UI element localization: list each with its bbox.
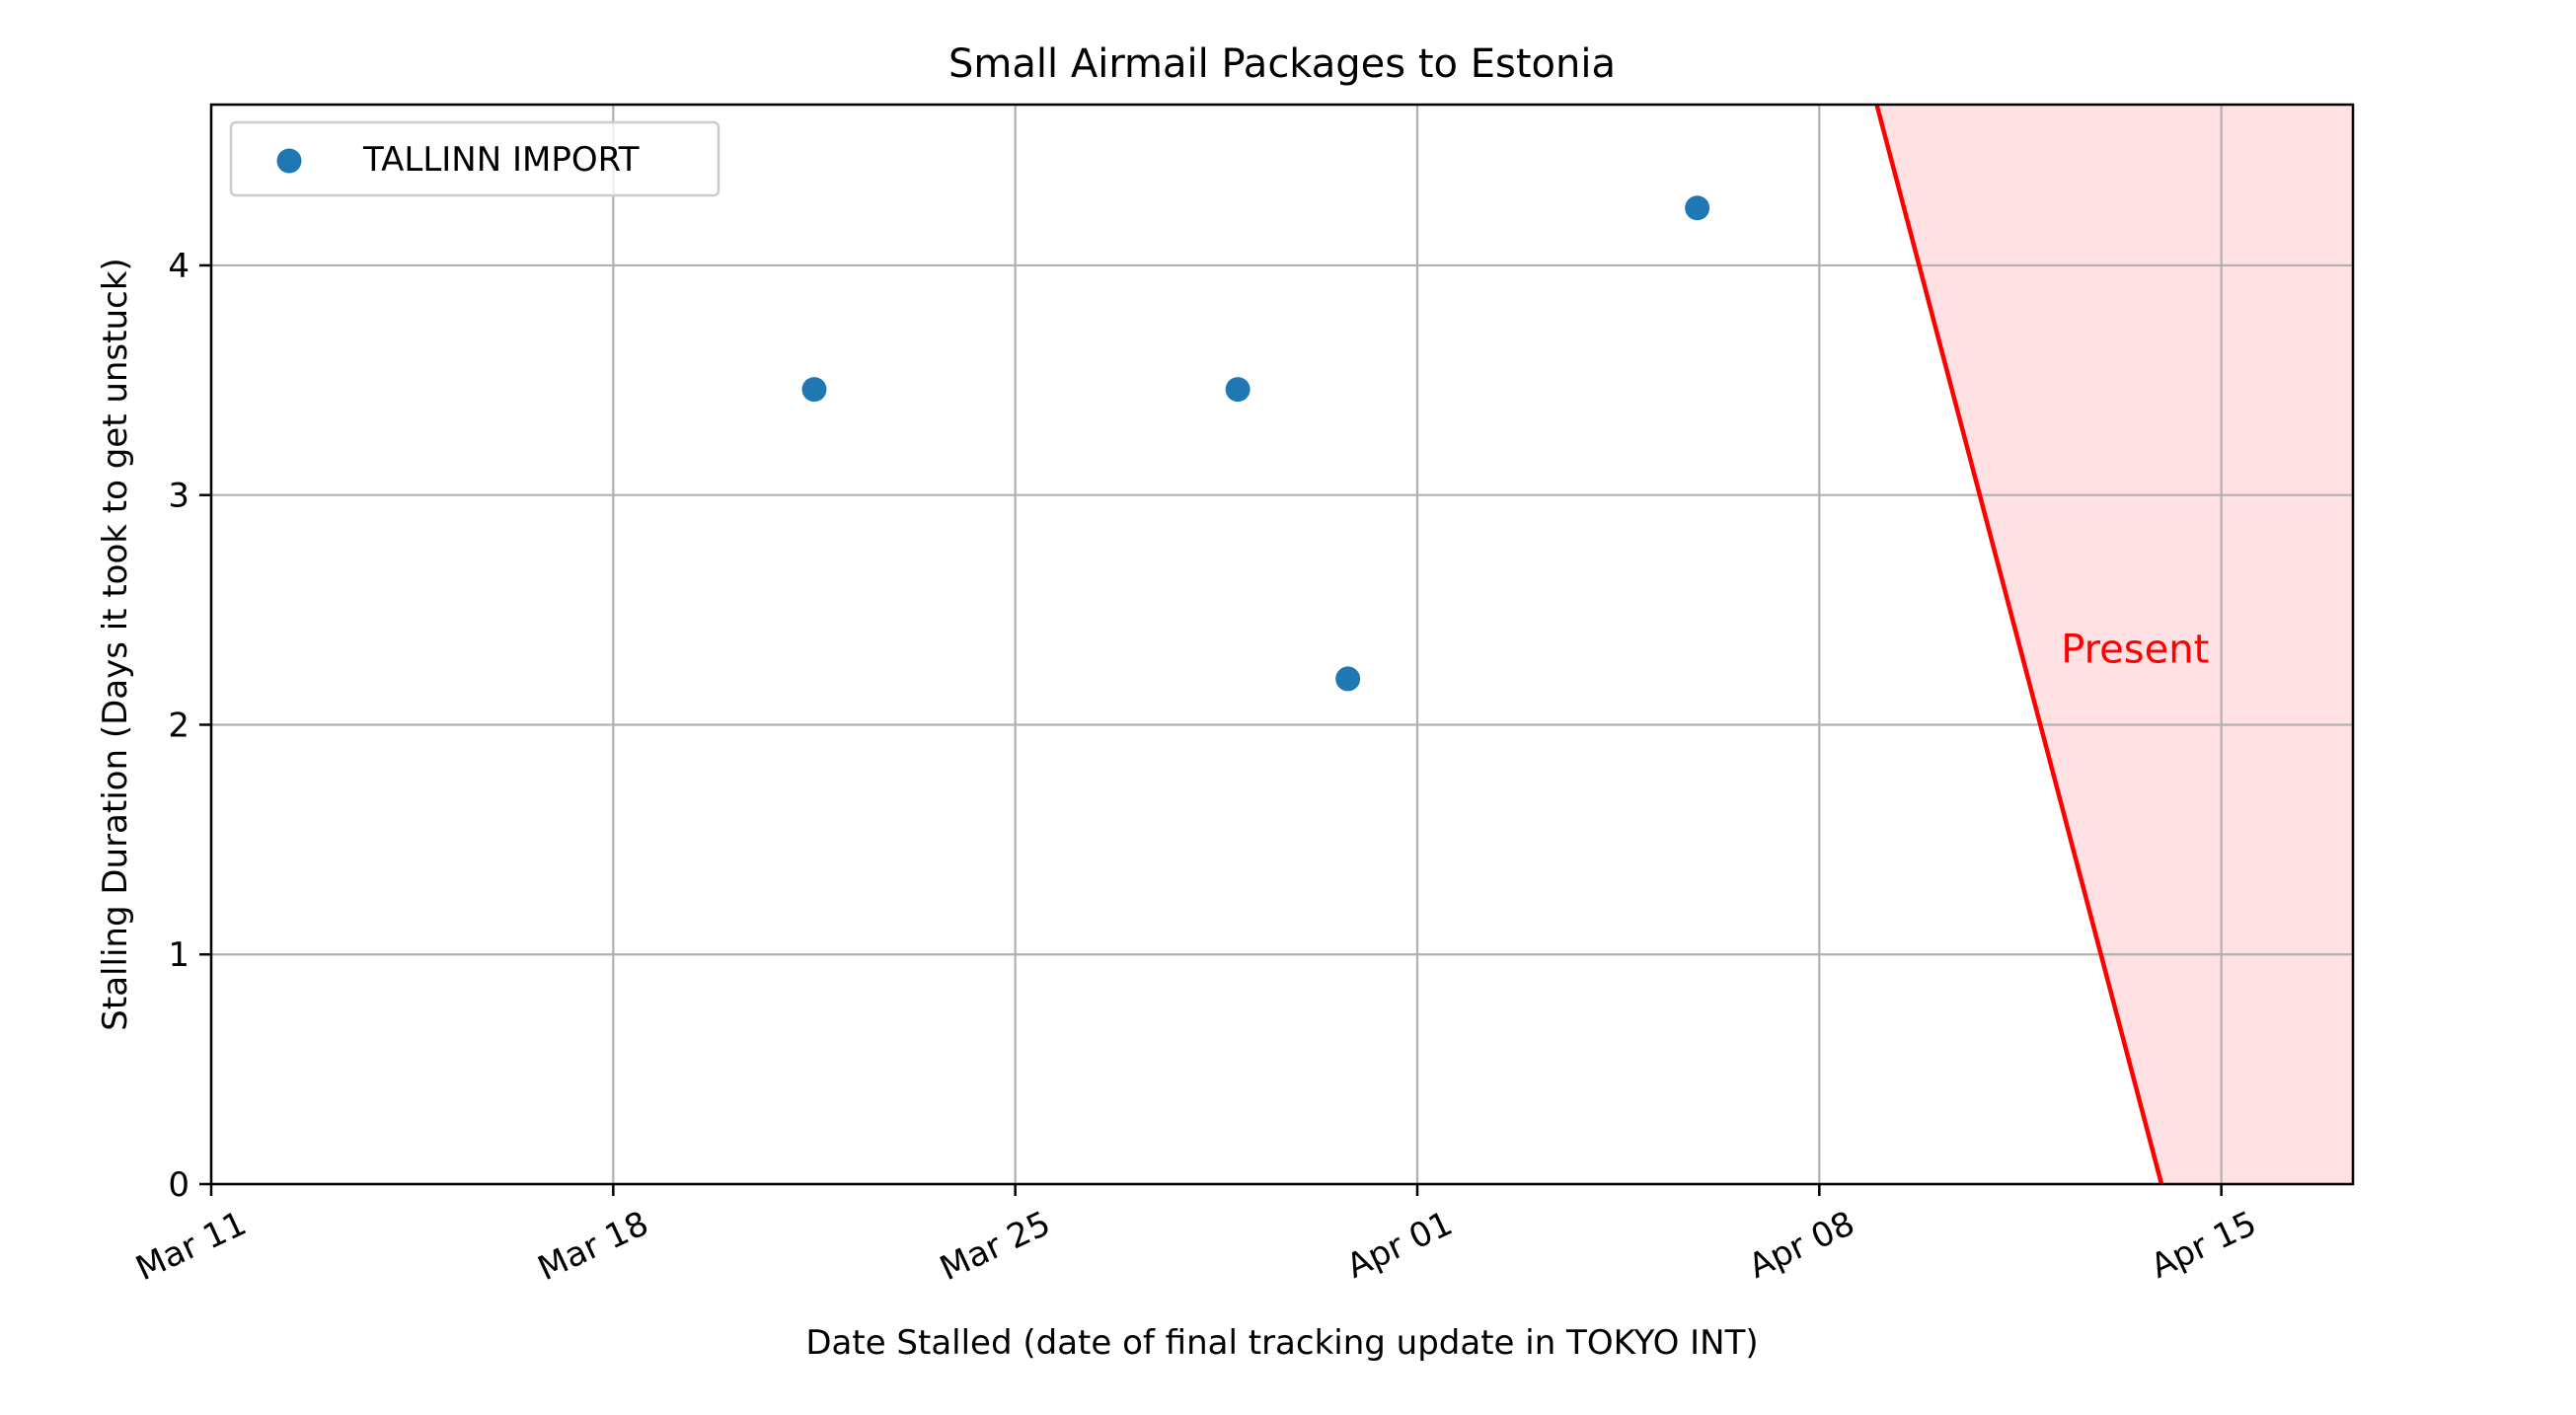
y-tick-label: 4 xyxy=(168,247,189,286)
legend: TALLINN IMPORT xyxy=(229,120,720,197)
data-points-layer xyxy=(801,195,1710,692)
present-region-fill xyxy=(1876,105,2353,1184)
y-tick-label: 2 xyxy=(168,706,189,745)
legend-box xyxy=(229,120,720,197)
present-region-layer xyxy=(1876,105,2353,1184)
y-tick-label: 0 xyxy=(168,1165,189,1205)
data-point xyxy=(1335,666,1361,692)
x-axis-label: Date Stalled (date of final tracking upd… xyxy=(805,1323,1758,1363)
present-label: Present xyxy=(2061,628,2209,673)
data-point xyxy=(1685,195,1710,221)
data-point xyxy=(1225,377,1250,403)
y-axis-label: Stalling Duration (Days it took to get u… xyxy=(96,258,135,1030)
legend-label: TALLINN IMPORT xyxy=(362,140,640,180)
data-point xyxy=(801,377,827,403)
legend-marker xyxy=(276,148,302,174)
plot-frame xyxy=(209,103,2355,1186)
y-tick-label: 3 xyxy=(168,477,189,516)
chart-title: Small Airmail Packages to Estonia xyxy=(948,41,1616,87)
present-line xyxy=(1874,104,2164,1185)
y-tick-label: 1 xyxy=(168,935,189,975)
